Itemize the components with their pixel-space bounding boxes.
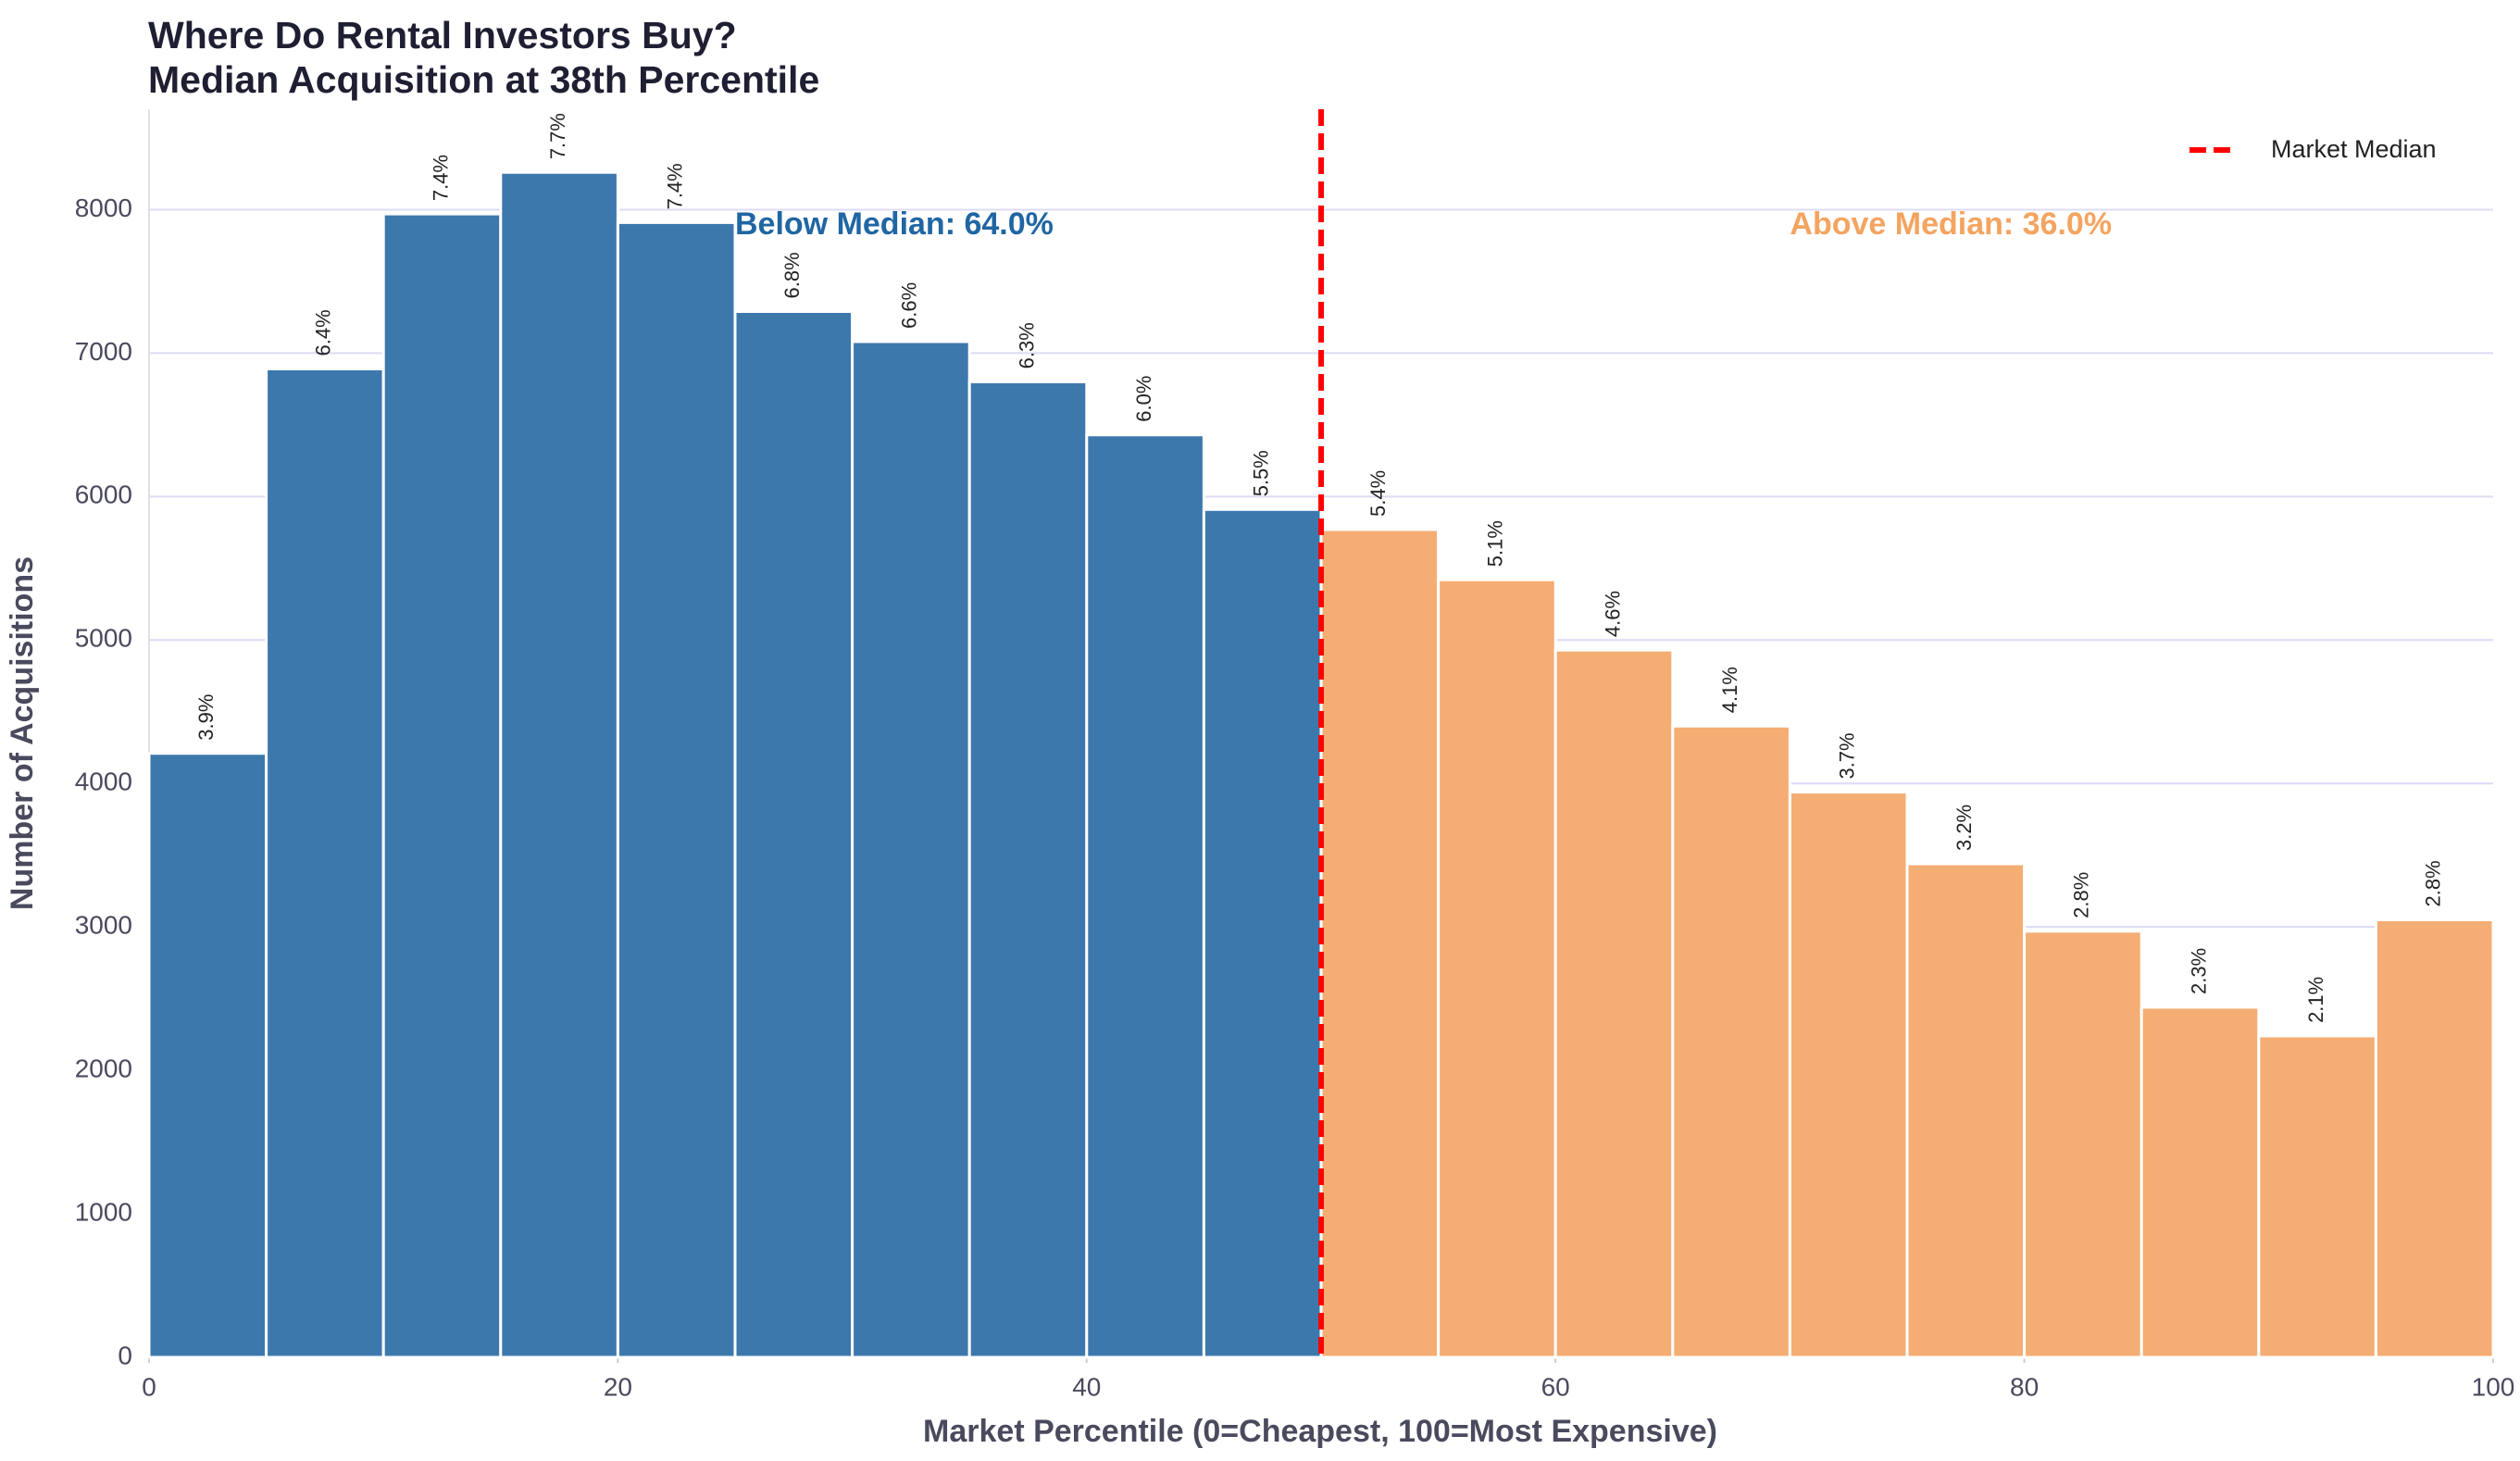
x-tick-label: 60 (1541, 1372, 1570, 1401)
bar-label: 5.5% (1250, 450, 1273, 496)
y-tick-label: 0 (118, 1341, 132, 1369)
bar-label: 3.9% (194, 694, 218, 741)
x-tick-label: 40 (1072, 1372, 1101, 1401)
y-tick-label: 6000 (75, 481, 132, 509)
bar-label: 2.1% (2304, 977, 2327, 1023)
y-tick-label: 1000 (75, 1197, 132, 1226)
bar (967, 380, 1089, 1359)
annotation: Below Median: 64.0% (735, 206, 1054, 242)
y-tick-label: 7000 (75, 337, 132, 366)
annotation: Above Median: 36.0% (1790, 206, 2112, 242)
bar-label: 6.0% (1132, 376, 1155, 422)
y-tick-label: 4000 (75, 768, 132, 796)
y-tick-label: 8000 (75, 194, 132, 222)
legend-label: Market Median (2271, 135, 2437, 163)
bar-label: 6.4% (312, 309, 335, 356)
bar-label: 7.7% (546, 113, 569, 159)
bar (851, 340, 971, 1359)
bar (2257, 1034, 2377, 1359)
bar-label: 6.8% (780, 252, 804, 298)
bar (1788, 791, 1909, 1359)
bar-label: 3.2% (1952, 805, 1976, 851)
chart-title: Median Acquisition at 38th Percentile (148, 58, 819, 101)
chart-title: Where Do Rental Investors Buy? (148, 14, 737, 56)
y-axis-label: Number of Acquisitions (5, 556, 40, 910)
bar (1905, 862, 2027, 1359)
bar-label: 7.4% (664, 163, 687, 209)
x-tick-label: 20 (604, 1372, 632, 1401)
bar (1085, 433, 1205, 1359)
x-tick-label: 0 (142, 1372, 156, 1401)
bar (2140, 1005, 2261, 1359)
bar (1202, 507, 1323, 1359)
bar-label: 7.4% (429, 155, 452, 201)
x-axis-label: Market Percentile (0=Cheapest, 100=Most … (923, 1414, 1717, 1449)
bar (265, 367, 385, 1359)
bar (499, 170, 619, 1359)
bar-label: 2.8% (2070, 872, 2093, 918)
bar-label: 2.8% (2422, 860, 2445, 906)
bar (1319, 528, 1441, 1359)
bar-label: 5.4% (1366, 470, 1390, 517)
bar (733, 309, 855, 1359)
bar (147, 752, 268, 1359)
bar-label: 4.1% (1718, 667, 1741, 713)
bar (1437, 578, 1557, 1359)
bar-label: 2.3% (2187, 948, 2210, 994)
bar-label: 6.3% (1015, 322, 1038, 368)
bar-label: 5.1% (1484, 520, 1507, 567)
bar-label: 6.6% (898, 282, 921, 329)
bar (616, 220, 737, 1359)
bar (1553, 648, 1675, 1359)
bar (2374, 918, 2495, 1359)
y-tick-label: 2000 (75, 1055, 132, 1083)
x-tick-label: 80 (2010, 1372, 2039, 1401)
y-tick-label: 3000 (75, 911, 132, 940)
bar (381, 212, 503, 1359)
bar-label: 4.6% (1601, 591, 1624, 637)
bar (1671, 724, 1791, 1359)
x-tick-label: 100 (2472, 1372, 2515, 1401)
y-tick-label: 5000 (75, 624, 132, 653)
bar-label: 3.7% (1836, 732, 1859, 779)
bar (2023, 930, 2143, 1359)
